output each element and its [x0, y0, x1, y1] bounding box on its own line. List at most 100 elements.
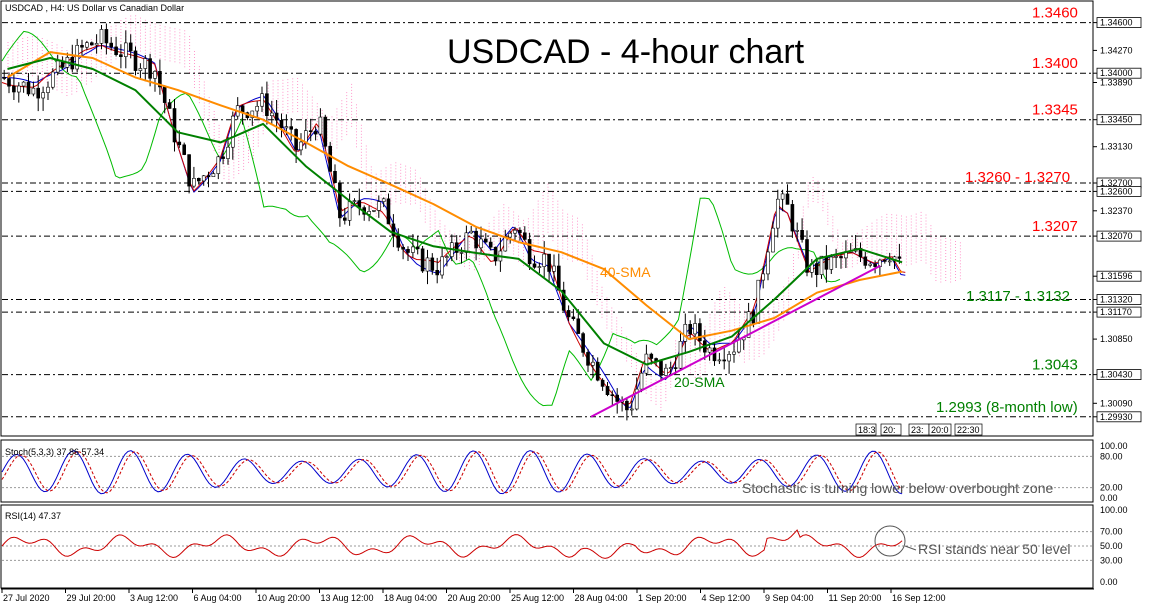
cloud-dot	[719, 330, 721, 331]
cloud-dot	[95, 54, 97, 56]
cloud-dot	[793, 263, 794, 264]
bull-candle	[479, 238, 483, 249]
cloud-dot	[537, 200, 539, 202]
cloud-dot	[532, 224, 534, 226]
cloud-dot	[483, 234, 485, 236]
cloud-dot	[311, 102, 313, 104]
cloud-dot	[341, 100, 343, 102]
cloud-dot	[429, 205, 431, 207]
price-tick-label: 1.33130	[1100, 142, 1133, 152]
cloud-dot	[36, 57, 38, 59]
cloud-dot	[827, 217, 829, 219]
cloud-dot	[61, 83, 63, 85]
cloud-dot	[861, 241, 863, 243]
mini-time-label: 18:3	[858, 425, 876, 435]
cloud-dot	[370, 193, 372, 195]
cloud-dot	[252, 158, 254, 159]
cloud-dot	[827, 211, 829, 213]
cloud-dot	[905, 222, 907, 224]
cloud-dot	[945, 259, 947, 260]
cloud-dot	[449, 242, 451, 244]
cloud-dot	[743, 361, 745, 363]
cloud-dot	[444, 237, 446, 239]
cloud-dot	[714, 335, 716, 337]
cloud-dot	[493, 240, 495, 242]
cloud-dot	[306, 120, 308, 122]
cloud-dot	[896, 256, 898, 258]
cloud-dot	[336, 147, 338, 149]
bear-candle	[289, 126, 294, 130]
cloud-dot	[12, 49, 14, 51]
cloud-dot	[405, 201, 407, 203]
cloud-dot	[370, 169, 372, 171]
bear-candle	[722, 359, 727, 362]
cloud-dot	[321, 145, 323, 147]
cloud-dot	[758, 337, 760, 339]
cloud-dot	[51, 42, 53, 43]
cloud-dot	[159, 42, 161, 44]
cloud-dot	[930, 231, 932, 233]
cloud-dot	[611, 316, 613, 318]
cloud-dot	[891, 223, 893, 225]
cloud-dot	[174, 31, 176, 33]
cloud-dot	[788, 280, 790, 282]
cloud-dot	[405, 168, 407, 170]
cloud-dot	[724, 296, 726, 297]
cloud-dot	[277, 89, 279, 91]
cloud-dot	[130, 21, 132, 23]
cloud-dot	[586, 260, 588, 262]
cloud-dot	[753, 358, 755, 360]
cloud-dot	[410, 194, 411, 196]
cloud-dot	[184, 39, 186, 41]
cloud-dot	[56, 80, 58, 82]
cloud-dot	[144, 34, 146, 36]
level-label: 1.3400	[1032, 55, 1078, 72]
cloud-dot	[856, 241, 858, 243]
cloud-dot	[719, 309, 721, 310]
cloud-dot	[370, 166, 372, 168]
cloud-dot	[586, 254, 588, 256]
cloud-dot	[390, 197, 392, 199]
cloud-dot	[793, 257, 794, 258]
cloud-dot	[753, 340, 755, 342]
cloud-dot	[807, 182, 809, 184]
cloud-dot	[734, 310, 736, 312]
cloud-dot	[896, 214, 898, 216]
cloud-dot	[449, 230, 451, 232]
cloud-dot	[940, 266, 942, 268]
cloud-dot	[488, 249, 490, 251]
cloud-dot	[562, 224, 564, 226]
cloud-dot	[444, 246, 446, 248]
cloud-dot	[248, 131, 249, 133]
cloud-dot	[591, 276, 593, 278]
cloud-dot	[243, 129, 245, 131]
cloud-dot	[665, 382, 667, 384]
bear-candle	[338, 182, 342, 219]
cloud-dot	[891, 253, 893, 255]
bear-candle	[133, 50, 138, 71]
cloud-dot	[896, 262, 898, 264]
cloud-dot	[76, 91, 78, 93]
cloud-dot	[233, 150, 235, 152]
stochastic-panel[interactable]	[0, 439, 1094, 503]
cloud-dot	[802, 218, 804, 220]
cloud-dot	[218, 148, 220, 150]
cloud-dot	[326, 125, 328, 127]
cloud-dot	[56, 44, 58, 46]
cloud-dot	[218, 133, 220, 135]
cloud-dot	[100, 69, 102, 71]
cloud-dot	[743, 358, 745, 360]
cloud-dot	[729, 322, 731, 324]
cloud-dot	[783, 295, 785, 297]
cloud-dot	[41, 41, 43, 42]
cloud-dot	[498, 222, 500, 224]
cloud-dot	[302, 105, 303, 107]
cloud-dot	[351, 113, 353, 115]
cloud-dot	[76, 82, 78, 84]
bull-candle	[231, 115, 235, 148]
time-label: 29 Jul 20:00	[67, 593, 116, 603]
cloud-dot	[228, 181, 230, 183]
cloud-dot	[773, 312, 775, 314]
cloud-dot	[326, 140, 328, 142]
